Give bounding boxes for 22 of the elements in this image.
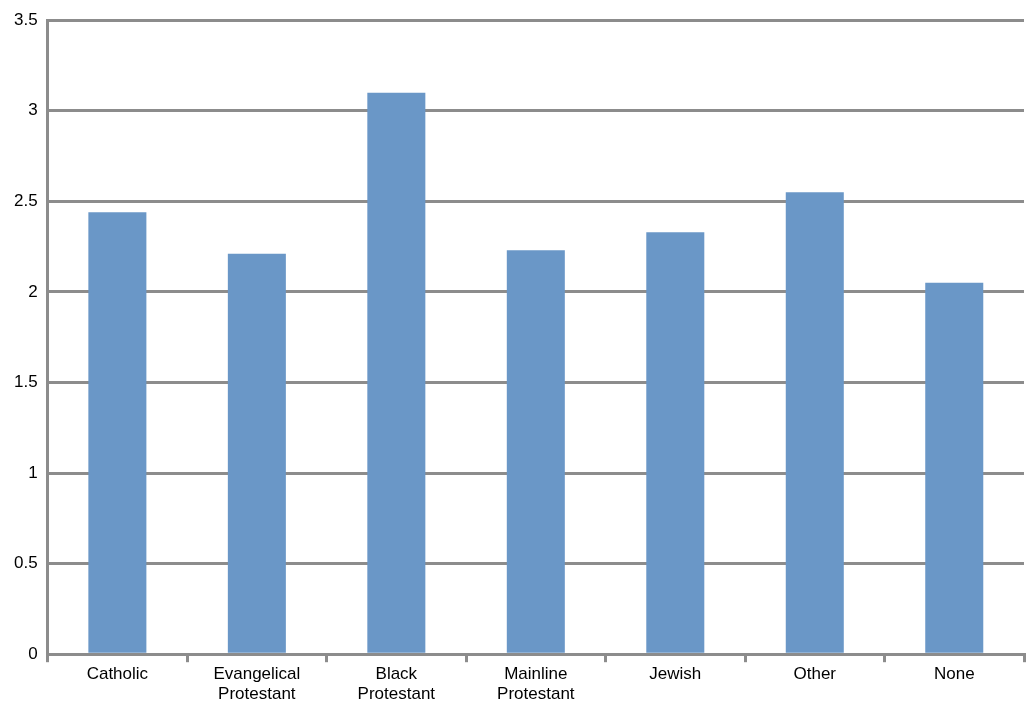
x-tick-label: Evangelical Protestant xyxy=(213,664,301,704)
bar xyxy=(227,253,286,653)
bar xyxy=(646,232,705,653)
bar xyxy=(925,282,984,653)
x-tick-label: Other xyxy=(793,664,837,684)
y-tick-label: 1.5 xyxy=(13,372,38,392)
y-tick-label: 1 xyxy=(28,462,38,482)
x-tick-label: Black Protestant xyxy=(357,664,436,704)
x-tick-label: Mainline Protestant xyxy=(497,664,575,704)
y-tick-label: 0.5 xyxy=(13,553,38,573)
y-tick-label: 0 xyxy=(28,643,38,663)
x-tick-label: Catholic xyxy=(86,664,149,684)
bar xyxy=(367,92,426,653)
y-tick-label: 3 xyxy=(28,100,38,120)
x-tick-label: Jewish xyxy=(649,664,702,684)
bar xyxy=(785,192,844,653)
bar xyxy=(506,250,565,653)
y-tick-label: 2 xyxy=(28,281,38,301)
x-tick-label: None xyxy=(933,664,975,684)
bar xyxy=(88,212,147,653)
y-tick-label: 3.5 xyxy=(13,9,38,29)
y-tick-label: 2.5 xyxy=(13,191,38,211)
